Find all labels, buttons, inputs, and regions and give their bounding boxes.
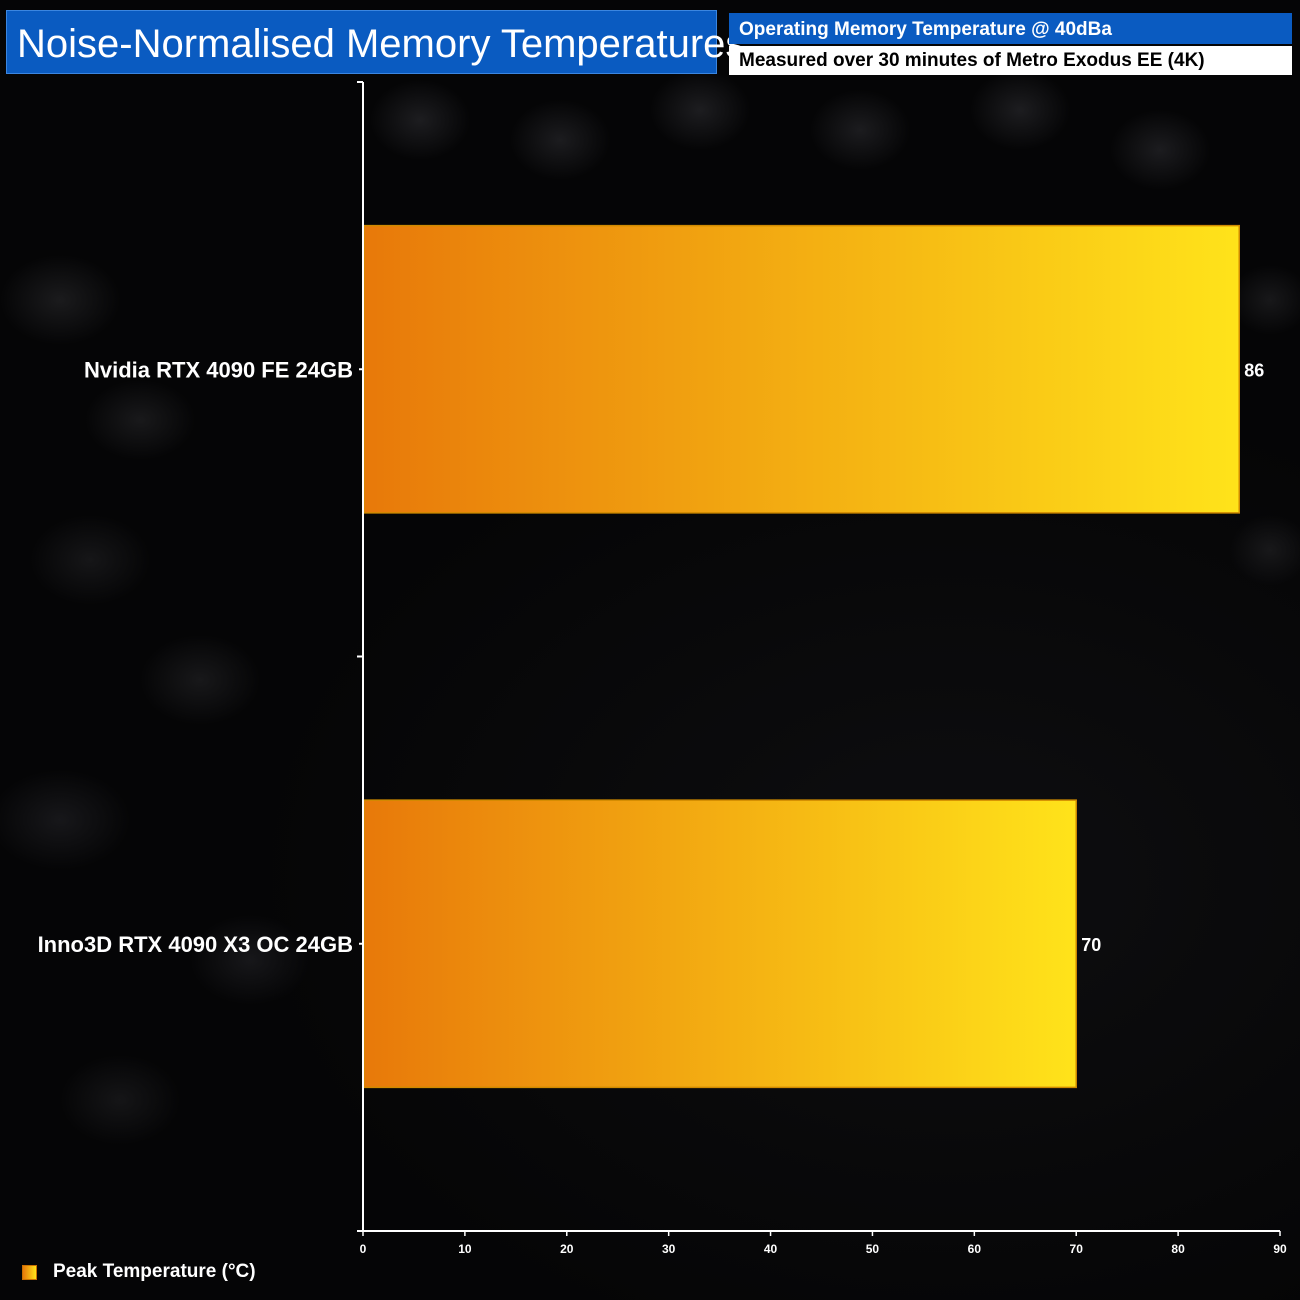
x-tick-label: 0 <box>360 1242 367 1256</box>
chart-subtitle: Operating Memory Temperature @ 40dBa <box>729 13 1292 44</box>
bar <box>363 224 1240 514</box>
legend: Peak Temperature (°C) <box>22 1258 256 1286</box>
bar <box>363 799 1077 1089</box>
legend-swatch <box>22 1264 37 1280</box>
category-label: Inno3D RTX 4090 X3 OC 24GB <box>38 932 353 957</box>
x-tick-label: 30 <box>662 1242 676 1256</box>
x-tick-label: 80 <box>1171 1242 1185 1256</box>
category-label: Nvidia RTX 4090 FE 24GB <box>84 357 353 382</box>
data-label: 86 <box>1244 360 1264 380</box>
x-tick-label: 90 <box>1273 1242 1287 1256</box>
chart-title: Noise-Normalised Memory Temperatures <box>17 22 746 66</box>
chart-title-box: Noise-Normalised Memory Temperatures <box>6 10 745 74</box>
chart-caption: Measured over 30 minutes of Metro Exodus… <box>729 46 1292 75</box>
x-tick-label: 50 <box>866 1242 880 1256</box>
x-tick-label: 20 <box>560 1242 574 1256</box>
x-tick-label: 10 <box>458 1242 472 1256</box>
legend-label: Peak Temperature (°C) <box>53 1261 256 1282</box>
x-tick-label: 40 <box>764 1242 778 1256</box>
data-label: 70 <box>1081 935 1101 955</box>
x-tick-label: 60 <box>968 1242 982 1256</box>
x-tick-label: 70 <box>1070 1242 1084 1256</box>
